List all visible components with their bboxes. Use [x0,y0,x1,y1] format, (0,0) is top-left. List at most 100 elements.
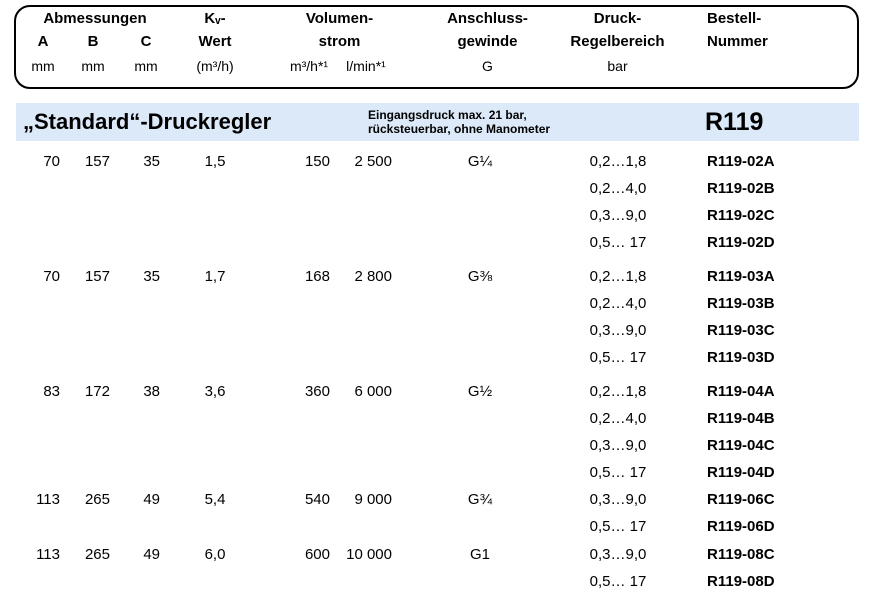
header-kv-line2: Wert [198,33,232,50]
cell-gewinde: G¾ [467,491,493,508]
header-unit-c: mm [134,58,158,74]
cell-regelbereich: 0,5… 17 [589,349,647,366]
cell-regelbereich: 0,5… 17 [589,573,647,590]
cell-bestellnummer: R119-08C [707,546,775,563]
cell-regelbereich: 0,2…1,8 [589,268,647,285]
header-col-b: B [87,33,99,50]
header-anschluss-line2: gewinde [457,33,518,50]
table-row: 0,5… 17 R119-06D [0,513,869,540]
cell-dim-c: 49 [143,546,160,563]
cell-regelbereich: 0,3…9,0 [589,546,647,563]
header-unit-bar: bar [607,58,628,74]
header-unit-b: mm [81,58,105,74]
cell-flow-lmin: 9 000 [354,491,392,508]
cell-bestellnummer: R119-04A [707,383,775,400]
series-note-line2: rücksteuerbar, ohne Manometer [368,122,551,136]
cell-regelbereich: 0,2…4,0 [589,410,647,427]
cell-bestellnummer: R119-02C [707,207,775,224]
cell-bestellnummer: R119-02A [707,153,775,170]
cell-bestellnummer: R119-03D [707,349,775,366]
cell-kv-wert: 6,0 [204,546,226,563]
header-col-c: C [140,33,152,50]
table-row: 113 265 49 5,4 540 9 000 G¾ 0,3…9,0 R119-06C [0,486,869,513]
cell-dim-b: 265 [84,546,110,563]
cell-dim-c: 35 [143,268,160,285]
cell-gewinde: G½ [467,383,493,400]
cell-dim-b: 157 [84,153,110,170]
cell-kv-wert: 1,7 [204,268,226,285]
cell-bestellnummer: R119-02D [707,234,775,251]
cell-flow-m3h: 360 [304,383,330,400]
cell-bestellnummer: R119-03A [707,268,775,285]
header-unit-g: G [482,58,493,74]
table-row: 0,5… 17 R119-08D [0,568,869,595]
cell-regelbereich: 0,2…1,8 [589,153,647,170]
cell-regelbereich: 0,3…9,0 [589,491,647,508]
header-abmessungen: Abmessungen [43,10,147,27]
table-row: 0,5… 17 R119-04D [0,459,869,486]
cell-kv-wert: 1,5 [204,153,226,170]
cell-dim-c: 35 [143,153,160,170]
cell-regelbereich: 0,2…4,0 [589,180,647,197]
table-row: 0,3…9,0 R119-02C [0,202,869,229]
series-title: „Standard“-Druckregler [23,109,272,134]
cell-dim-b: 265 [84,491,110,508]
table-row: 70 157 35 1,5 150 2 500 G¼ 0,2…1,8 R119-02A [0,148,869,175]
cell-bestellnummer: R119-04D [707,464,775,481]
table-header-box [14,5,859,89]
header-volumen-line1: Volumen- [305,10,374,27]
cell-bestellnummer: R119-04C [707,437,775,454]
cell-regelbereich: 0,3…9,0 [589,437,647,454]
cell-flow-m3h: 168 [304,268,330,285]
table-row: 70 157 35 1,7 168 2 800 G⅜ 0,2…1,8 R119-03A [0,263,869,290]
cell-flow-lmin: 10 000 [346,546,392,563]
cell-gewinde: G⅜ [467,268,493,285]
cell-bestellnummer: R119-03B [707,295,775,312]
cell-flow-lmin: 6 000 [354,383,392,400]
header-bestell-line2: Nummer [707,33,768,50]
cell-dim-c: 49 [143,491,160,508]
cell-flow-lmin: 2 500 [354,153,392,170]
table-row: 113 265 49 6,0 600 10 000 G1 0,3…9,0 R119-08C [0,541,869,568]
cell-dim-c: 38 [143,383,160,400]
series-note: Eingangsdruck max. 21 bar, rücksteuerbar,… [368,108,550,136]
cell-gewinde: G1 [469,546,490,563]
cell-regelbereich: 0,3…9,0 [589,322,647,339]
cell-regelbereich: 0,3…9,0 [589,207,647,224]
cell-regelbereich: 0,5… 17 [589,234,647,251]
header-bestell-line1: Bestell- [707,10,762,27]
series-number: R119 [705,108,764,136]
cell-dim-b: 157 [84,268,110,285]
cell-flow-m3h: 150 [304,153,330,170]
header-unit-kv: (m³/h) [196,58,234,74]
cell-dim-a: 70 [43,268,60,285]
table-row: 0,2…4,0 R119-02B [0,175,869,202]
cell-bestellnummer: R119-04B [707,410,775,427]
series-title-band: „Standard“-Druckregler Eingangsdruck max… [16,103,859,141]
cell-kv-wert: 5,4 [204,491,226,508]
cell-bestellnummer: R119-02B [707,180,775,197]
cell-regelbereich: 0,5… 17 [589,518,647,535]
header-kv-line1: Kᵥ- [204,10,226,27]
table-row: 0,5… 17 R119-02D [0,229,869,256]
table-row: 0,5… 17 R119-03D [0,344,869,371]
cell-dim-a: 70 [43,153,60,170]
table-row: 0,2…4,0 R119-04B [0,405,869,432]
header-volumen-line2: strom [318,33,361,50]
cell-flow-m3h: 540 [304,491,330,508]
cell-kv-wert: 3,6 [204,383,226,400]
series-note-line1: Eingangsdruck max. 21 bar, [368,108,527,122]
header-unit-lmin: l/min*¹ [346,58,386,74]
header-druck-line2: Regelbereich [570,33,665,50]
cell-flow-lmin: 2 800 [354,268,392,285]
cell-flow-m3h: 600 [304,546,330,563]
table-row: 0,3…9,0 R119-04C [0,432,869,459]
table-row: 0,3…9,0 R119-03C [0,317,869,344]
header-druck-line1: Druck- [593,10,642,27]
cell-regelbereich: 0,2…4,0 [589,295,647,312]
cell-dim-b: 172 [84,383,110,400]
cell-bestellnummer: R119-06D [707,518,775,535]
cell-regelbereich: 0,2…1,8 [589,383,647,400]
header-unit-a: mm [31,58,55,74]
